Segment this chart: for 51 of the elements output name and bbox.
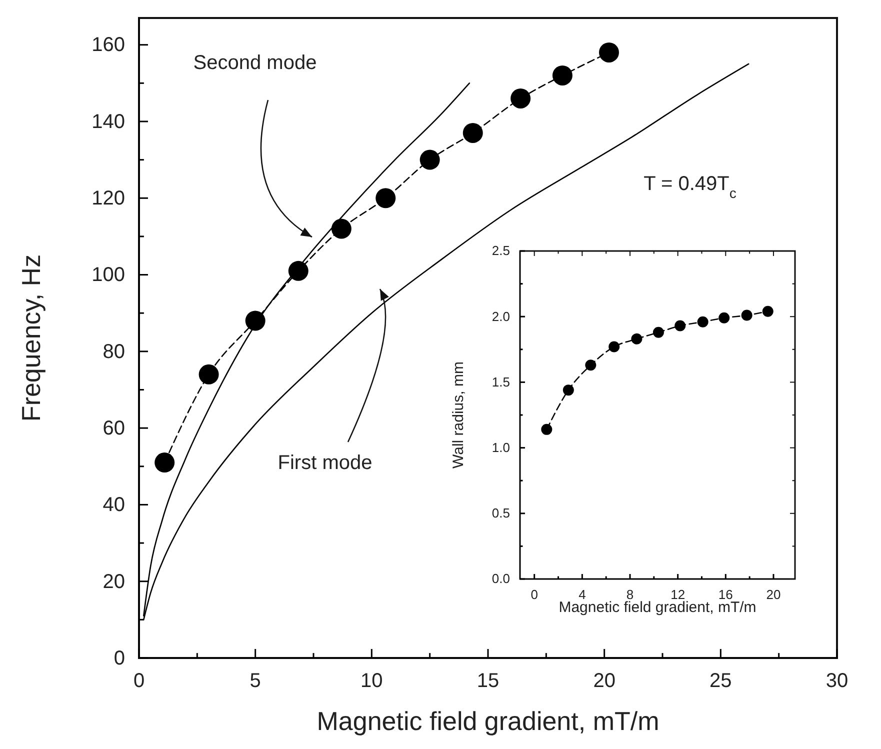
x-tick-label: 20	[593, 670, 616, 692]
point	[462, 122, 483, 143]
x-tick-label: 10	[360, 670, 383, 692]
y-tick-label: 60	[102, 417, 125, 440]
x-tick-label: 15	[476, 670, 500, 692]
x-axis-title: Magnetic field gradient, mT/m	[316, 706, 660, 736]
point	[762, 306, 774, 317]
point	[331, 218, 352, 239]
point	[585, 360, 596, 371]
point	[541, 424, 552, 435]
y-tick-label: 140	[92, 110, 125, 133]
x-tick-label: 0	[530, 587, 538, 602]
point	[154, 452, 175, 473]
x-tick-label: 5	[250, 670, 261, 692]
y-axis-title: Wall radius, mm	[450, 362, 467, 468]
point	[245, 310, 266, 331]
x-tick-label: 30	[826, 670, 848, 692]
x-tick-label: 0	[133, 670, 145, 692]
point	[288, 260, 308, 281]
point	[376, 188, 396, 208]
y-tick-label: 0	[114, 647, 125, 670]
y-tick-label: 2.5	[492, 243, 510, 258]
point	[741, 310, 752, 321]
y-tick-label: 40	[102, 494, 125, 516]
point	[420, 150, 440, 170]
point	[552, 65, 572, 86]
point	[510, 88, 531, 108]
y-tick-label: 80	[102, 340, 125, 363]
x-tick-label: 25	[710, 670, 732, 692]
annotation: Second mode	[193, 52, 317, 74]
point	[608, 341, 620, 352]
x-tick-label: 20	[766, 587, 781, 602]
point	[598, 42, 619, 62]
point	[198, 364, 219, 384]
point	[674, 320, 686, 332]
y-tick-label: 0.0	[492, 571, 510, 586]
y-tick-label: 1.5	[492, 374, 510, 390]
annotation: T = 0.49T$_{c}$	[644, 173, 736, 201]
point	[562, 384, 574, 396]
point	[652, 326, 664, 338]
y-tick-label: 160	[92, 34, 125, 56]
point	[697, 316, 708, 328]
y-tick-label: 120	[92, 188, 125, 210]
y-tick-label: 1.0	[492, 440, 510, 455]
y-tick-label: 100	[92, 264, 125, 286]
y-tick-label: 0.5	[492, 506, 510, 521]
y-axis-title: Frequency, Hz	[16, 254, 46, 422]
y-tick-label: 2.0	[492, 308, 510, 324]
point	[631, 333, 642, 344]
annotation: First mode	[278, 452, 372, 474]
point	[718, 312, 730, 324]
